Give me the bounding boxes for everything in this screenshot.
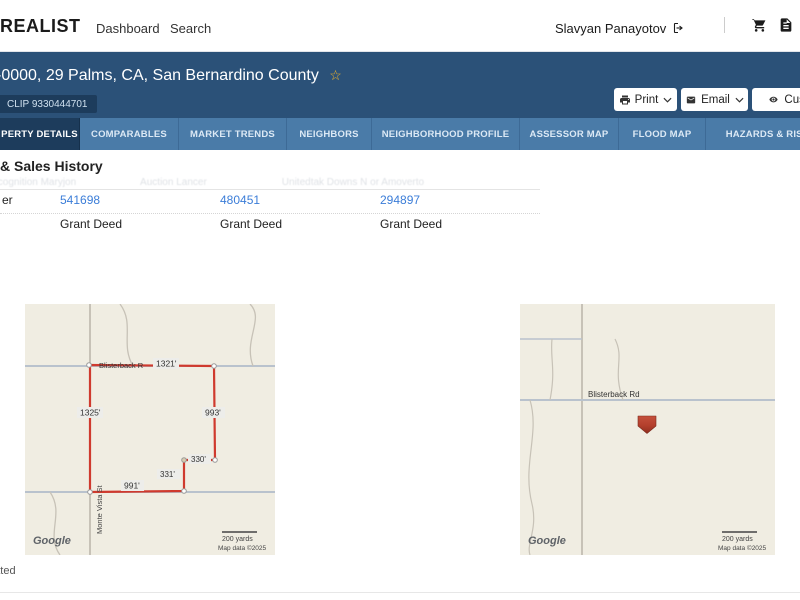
svg-text:991': 991': [124, 481, 140, 491]
svg-text:Blisterback Rd: Blisterback Rd: [588, 390, 640, 399]
svg-text:Blisterback R: Blisterback R: [99, 361, 144, 370]
svg-text:Map data ©2025: Map data ©2025: [718, 544, 767, 552]
svg-text:Google: Google: [528, 535, 566, 547]
svg-text:331': 331': [160, 470, 175, 479]
svg-text:200 yards: 200 yards: [222, 536, 253, 543]
svg-text:200 yards: 200 yards: [722, 536, 753, 543]
svg-text:993': 993': [205, 408, 221, 418]
svg-text:Google: Google: [33, 535, 71, 547]
svg-text:1321': 1321': [156, 359, 177, 369]
svg-text:1325': 1325': [80, 408, 101, 418]
svg-text:Monte Vista St: Monte Vista St: [95, 484, 104, 534]
svg-text:330': 330': [191, 455, 206, 464]
svg-text:Map data ©2025: Map data ©2025: [218, 544, 267, 552]
